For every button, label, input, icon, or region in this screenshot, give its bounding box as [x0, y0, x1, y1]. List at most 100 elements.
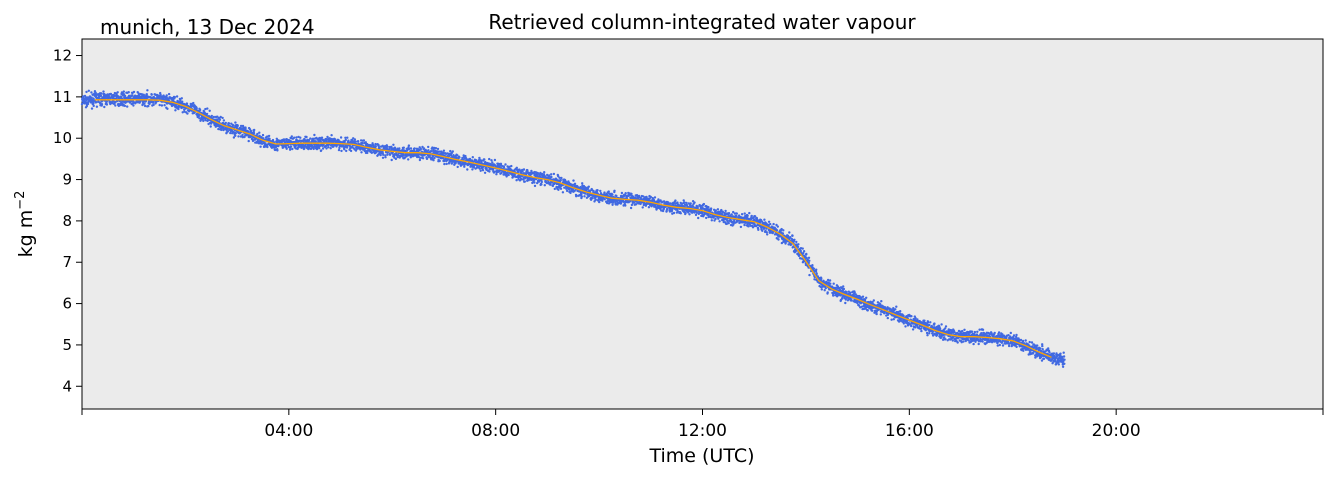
scatter-point [611, 201, 615, 204]
scatter-point [550, 175, 553, 179]
scatter-point [285, 147, 288, 150]
scatter-point [318, 147, 321, 150]
scatter-point [160, 104, 164, 107]
scatter-point [735, 215, 738, 218]
scatter-point [611, 203, 614, 206]
scatter-point [258, 131, 261, 134]
scatter-point [743, 223, 746, 227]
scatter-point [436, 147, 440, 151]
scatter-point [177, 107, 180, 111]
scatter-point [684, 211, 687, 215]
scatter-point [485, 167, 488, 170]
scatter-point [299, 136, 302, 139]
scatter-point [550, 173, 553, 176]
scatter-point [354, 140, 357, 143]
scatter-point [962, 340, 965, 343]
scatter-point [735, 212, 738, 215]
scatter-point [267, 134, 271, 138]
scatter-point [450, 162, 453, 165]
scatter-point [944, 327, 947, 330]
scatter-point [515, 179, 518, 182]
scatter-point [1019, 338, 1023, 342]
scatter-point [158, 103, 161, 107]
scatter-point [222, 119, 226, 122]
scatter-point [394, 157, 398, 161]
scatter-point [362, 139, 366, 142]
scatter-point [997, 331, 1001, 334]
scatter-point [857, 304, 861, 307]
scatter-point [924, 329, 927, 332]
scatter-point [123, 94, 127, 98]
scatter-point [361, 142, 364, 145]
scatter-point [325, 147, 328, 150]
scatter-point [910, 324, 913, 328]
scatter-point [374, 145, 377, 148]
scatter-point [886, 316, 889, 320]
scatter-point [973, 337, 976, 341]
scatter-point [338, 146, 341, 150]
scatter-point [603, 198, 606, 201]
scatter-point [726, 220, 729, 223]
scatter-point [99, 92, 103, 95]
scatter-point [320, 149, 323, 152]
scatter-point [933, 322, 936, 325]
scatter-point [90, 96, 93, 99]
scatter-point [629, 206, 633, 210]
scatter-point [727, 222, 730, 225]
scatter-point [388, 153, 392, 156]
scatter-point [772, 222, 775, 226]
scatter-point [438, 150, 441, 153]
scatter-point [548, 174, 551, 177]
scatter-point [425, 157, 429, 160]
scatter-point [720, 208, 723, 212]
scatter-point [941, 338, 945, 341]
scatter-point [642, 195, 645, 198]
scatter-point [1000, 341, 1004, 344]
scatter-point [283, 139, 286, 142]
scatter-point [540, 180, 543, 184]
scatter-point [908, 323, 912, 326]
scatter-point [842, 285, 845, 288]
scatter-point [192, 101, 195, 105]
scatter-point [165, 96, 168, 99]
scatter-point [935, 333, 939, 337]
scatter-point [288, 148, 292, 151]
scatter-point [146, 89, 149, 92]
scatter-point [705, 216, 708, 220]
scatter-point [377, 146, 381, 149]
scatter-point [902, 322, 905, 325]
scatter-point [454, 162, 457, 165]
scatter-point [232, 136, 236, 139]
scatter-point [920, 329, 923, 333]
scatter-point [402, 146, 405, 149]
scatter-point [872, 299, 875, 302]
scatter-point [748, 211, 751, 215]
scatter-point [890, 308, 894, 311]
scatter-point [307, 139, 311, 142]
scatter-point [99, 94, 103, 97]
scatter-point [127, 91, 130, 94]
scatter-point [811, 264, 814, 267]
scatter-point [466, 168, 469, 171]
scatter-point [396, 155, 399, 159]
scatter-point [543, 184, 546, 187]
scatter-point [919, 327, 923, 330]
scatter-point [546, 173, 549, 177]
scatter-point [94, 92, 98, 95]
scatter-point [676, 210, 679, 213]
scatter-point [552, 172, 556, 176]
scatter-point [598, 200, 601, 204]
scatter-point [85, 104, 89, 108]
scatter-point [894, 308, 897, 311]
scatter-point [345, 149, 348, 153]
scatter-point [119, 103, 122, 107]
scatter-point [204, 119, 207, 122]
scatter-point [603, 191, 606, 194]
scatter-point [204, 107, 207, 111]
scatter-point [853, 291, 856, 294]
scatter-point [364, 141, 367, 144]
scatter-point [765, 227, 768, 230]
scatter-point [152, 101, 155, 104]
scatter-point [931, 330, 935, 333]
